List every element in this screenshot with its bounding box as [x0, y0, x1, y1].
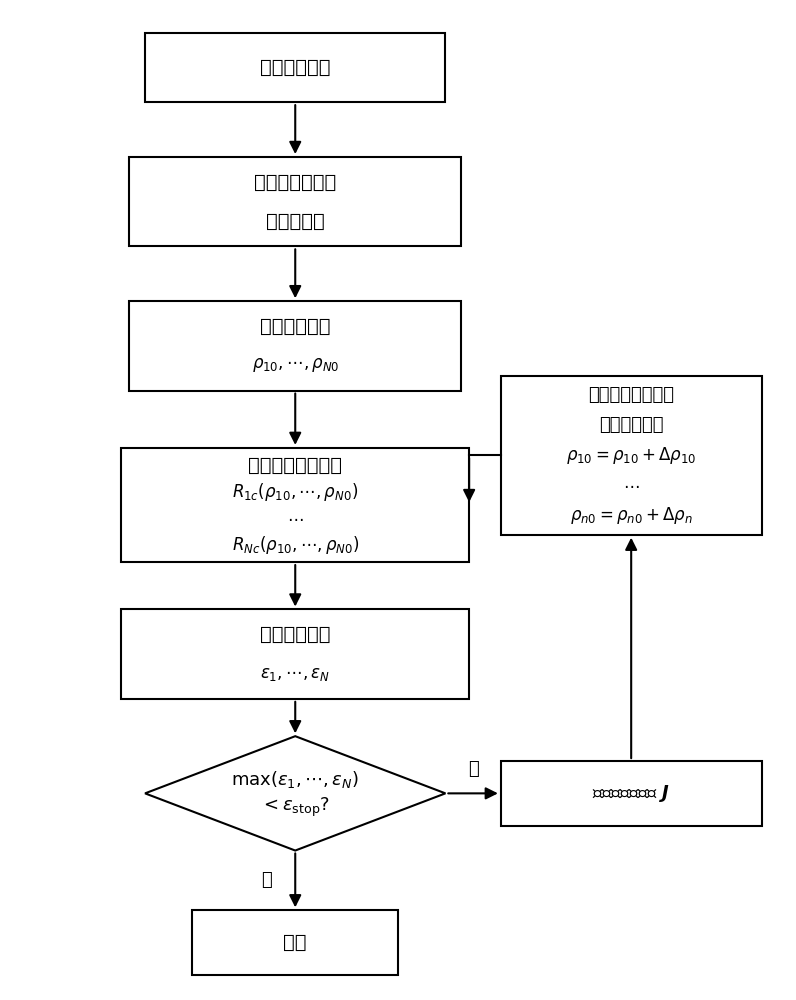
Text: 阻计算模型: 阻计算模型	[266, 212, 325, 231]
FancyBboxPatch shape	[501, 376, 762, 535]
Text: 计算电阻率修正量: 计算电阻率修正量	[588, 386, 674, 404]
Text: $\cdots$: $\cdots$	[287, 509, 303, 527]
Text: $R_{1c}(\rho_{10},\cdots,\rho_{N0})$: $R_{1c}(\rho_{10},\cdots,\rho_{N0})$	[232, 481, 358, 503]
Text: 结束: 结束	[283, 933, 307, 952]
FancyBboxPatch shape	[129, 157, 461, 246]
Text: $<\varepsilon_{\mathrm{stop}}$?: $<\varepsilon_{\mathrm{stop}}$?	[260, 796, 330, 819]
Text: $\mathrm{max}(\varepsilon_1,\cdots,\varepsilon_N)$: $\mathrm{max}(\varepsilon_1,\cdots,\vare…	[231, 769, 359, 790]
Text: 建立稳定绝缘电: 建立稳定绝缘电	[254, 173, 337, 192]
FancyBboxPatch shape	[129, 301, 461, 391]
FancyBboxPatch shape	[145, 33, 446, 102]
Text: $\rho_{n0}=\rho_{n0}+\Delta\rho_n$: $\rho_{n0}=\rho_{n0}+\Delta\rho_n$	[570, 505, 693, 526]
FancyBboxPatch shape	[501, 761, 762, 826]
Text: 计算相对误差: 计算相对误差	[260, 625, 330, 644]
Text: 反演区域划分: 反演区域划分	[260, 58, 330, 77]
Text: $\varepsilon_1,\cdots,\varepsilon_N$: $\varepsilon_1,\cdots,\varepsilon_N$	[260, 665, 330, 683]
Text: $\rho_{10},\cdots,\rho_{N0}$: $\rho_{10},\cdots,\rho_{N0}$	[252, 356, 339, 374]
FancyBboxPatch shape	[121, 448, 469, 562]
FancyBboxPatch shape	[121, 609, 469, 699]
Text: $R_{Nc}(\rho_{10},\cdots,\rho_{N0})$: $R_{Nc}(\rho_{10},\cdots,\rho_{N0})$	[232, 534, 359, 556]
FancyBboxPatch shape	[193, 910, 398, 975]
Text: 计算雅克比矩阵 $\boldsymbol{J}$: 计算雅克比矩阵 $\boldsymbol{J}$	[592, 783, 670, 804]
Text: 否: 否	[468, 760, 478, 778]
Text: $\cdots$: $\cdots$	[622, 476, 639, 494]
Text: 计算稳定绝缘电阻: 计算稳定绝缘电阻	[248, 456, 342, 475]
Text: 设置迭代初值: 设置迭代初值	[260, 317, 330, 336]
Text: $\rho_{10}=\rho_{10}+\Delta\rho_{10}$: $\rho_{10}=\rho_{10}+\Delta\rho_{10}$	[566, 445, 696, 466]
Text: 并修正电阻率: 并修正电阻率	[599, 416, 663, 434]
Text: 是: 是	[261, 871, 271, 889]
Polygon shape	[145, 736, 446, 851]
